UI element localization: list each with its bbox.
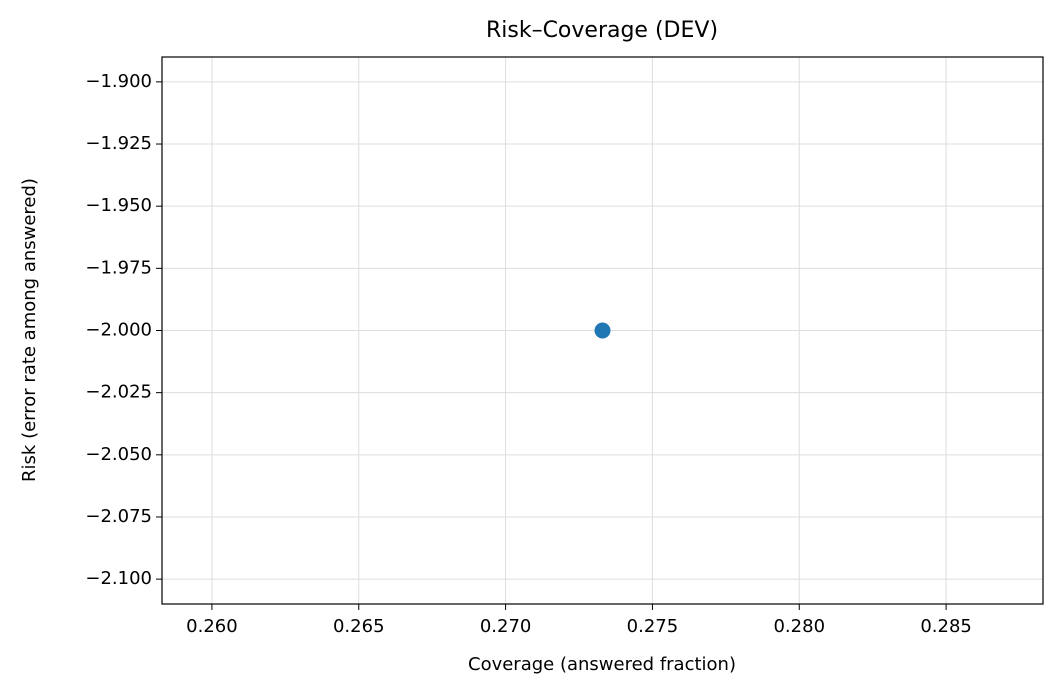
- plot-frame: [161, 56, 1044, 605]
- y-axis-label: Risk (error rate among answered): [19, 178, 40, 482]
- y-tick-label: −2.000: [85, 320, 152, 341]
- y-tick-label: −2.100: [85, 568, 152, 589]
- x-tick-label: 0.265: [333, 616, 385, 637]
- point: [594, 322, 611, 339]
- x-tick-label: 0.280: [773, 616, 825, 637]
- x-tick-label: 0.275: [627, 616, 679, 637]
- x-tick-label: 0.260: [186, 616, 238, 637]
- x-tick-label: 0.285: [920, 616, 972, 637]
- chart-title: Risk–Coverage (DEV): [486, 18, 718, 43]
- y-tick-label: −2.075: [85, 506, 152, 527]
- y-tick-label: −1.925: [85, 133, 152, 154]
- x-tick-label: 0.270: [480, 616, 532, 637]
- x-axis-label: Coverage (answered fraction): [468, 654, 736, 675]
- y-tick-label: −1.950: [85, 195, 152, 216]
- y-tick-label: −2.050: [85, 444, 152, 465]
- y-tick-label: −1.975: [85, 257, 152, 278]
- y-tick-label: −2.025: [85, 382, 152, 403]
- y-tick-label: −1.900: [85, 71, 152, 92]
